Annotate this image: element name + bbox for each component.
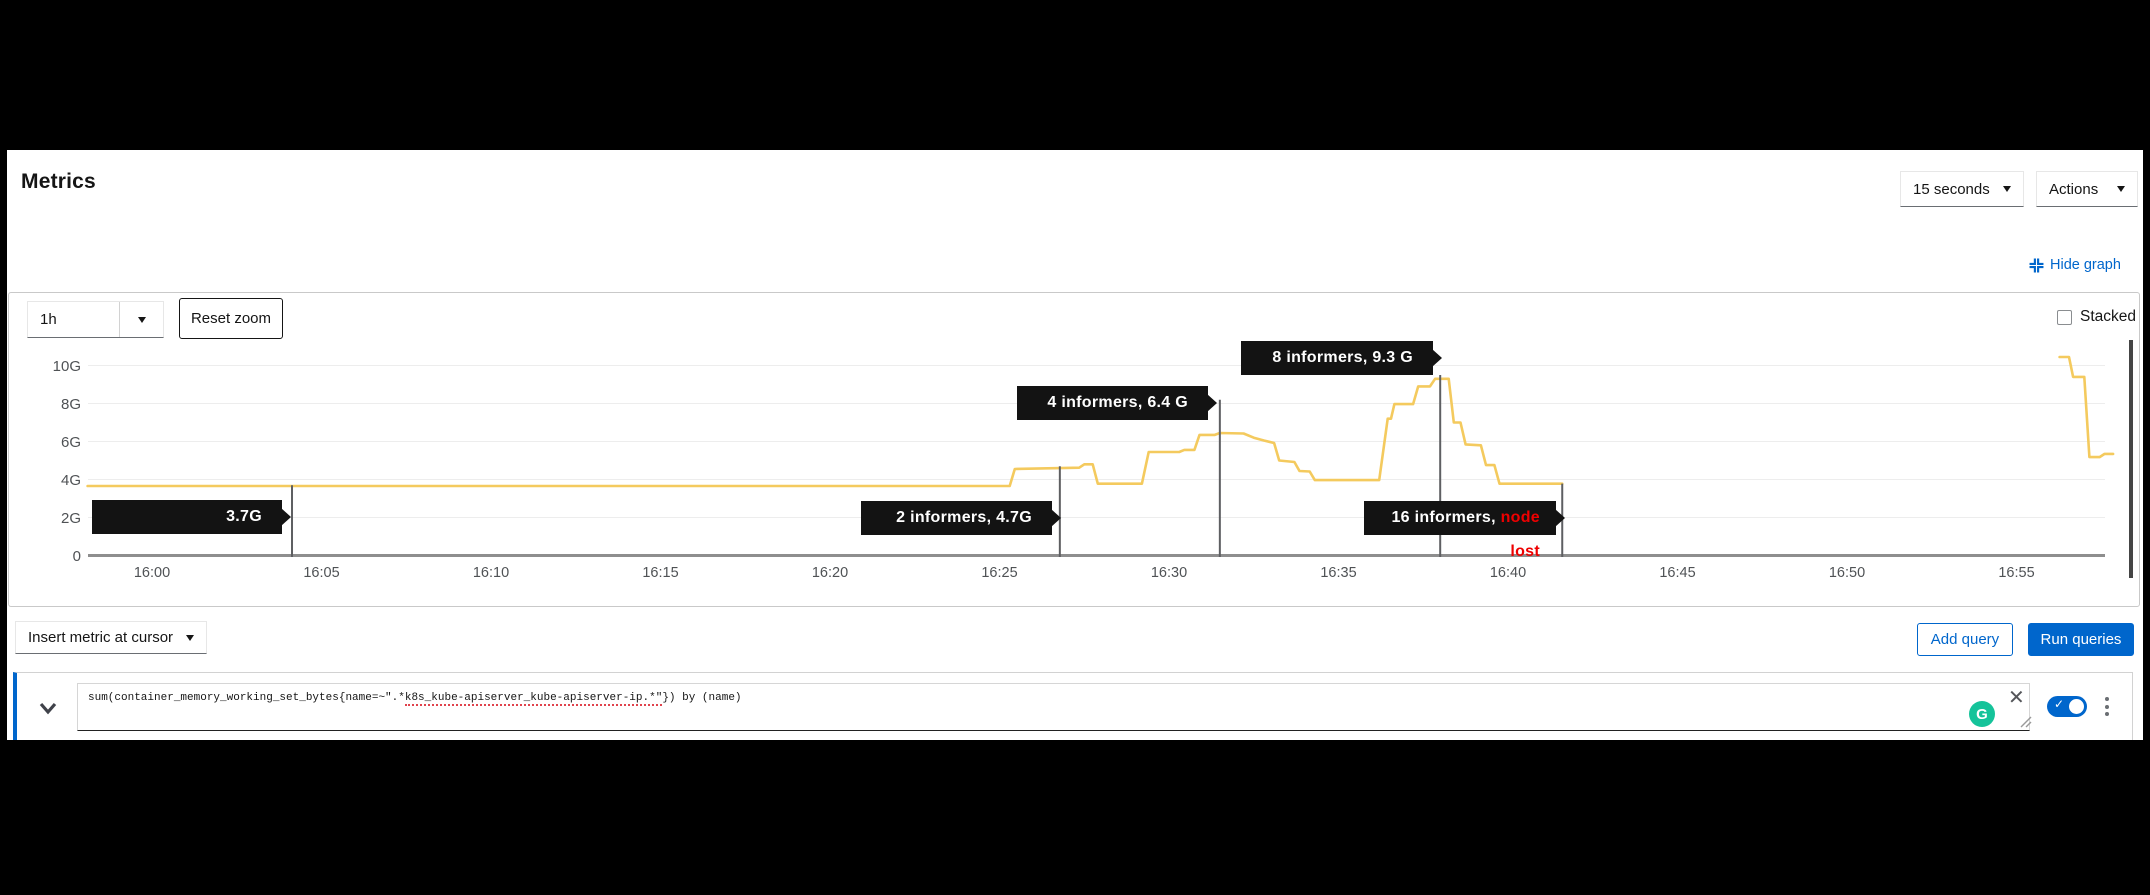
query-expression-input[interactable]: sum(container_memory_working_set_bytes{n… bbox=[77, 683, 2030, 731]
actions-label: Actions bbox=[2049, 180, 2099, 198]
svg-text:16:50: 16:50 bbox=[1829, 565, 1865, 581]
svg-text:6G: 6G bbox=[61, 434, 81, 451]
annotation-tooltip: 3.7G bbox=[92, 500, 291, 534]
insert-metric-label: Insert metric at cursor bbox=[28, 629, 174, 646]
caret-zone bbox=[119, 302, 163, 337]
expression-prefix: sum(container_memory_working_set_bytes{n… bbox=[88, 692, 405, 704]
resize-grip[interactable] bbox=[2020, 716, 2032, 728]
svg-text:16:35: 16:35 bbox=[1320, 565, 1356, 581]
svg-text:16:20: 16:20 bbox=[812, 565, 848, 581]
annotation-text: 2 informers, 4.7G bbox=[896, 509, 1032, 526]
svg-text:10G: 10G bbox=[53, 358, 81, 375]
compress-icon bbox=[2029, 258, 2044, 272]
stacked-label: Stacked bbox=[2080, 308, 2137, 325]
svg-text:16:45: 16:45 bbox=[1659, 565, 1695, 581]
check-icon: ✓ bbox=[2054, 697, 2065, 711]
annotation-tooltip: 8 informers, 9.3 G bbox=[1241, 341, 1442, 375]
svg-text:4G: 4G bbox=[61, 472, 81, 489]
series-line bbox=[86, 355, 2115, 488]
page-title: Metrics bbox=[21, 170, 96, 193]
grammarly-glyph: G bbox=[1976, 705, 1988, 723]
kebab-menu-icon[interactable] bbox=[2105, 697, 2109, 716]
caret-down-icon bbox=[186, 634, 194, 641]
annotation-text: 3.7G bbox=[226, 508, 262, 525]
duration-dropdown[interactable]: 1h bbox=[27, 301, 164, 338]
expression-flagged: k8s_kube-apiserver_kube-apiserver-ip.*" bbox=[404, 692, 663, 706]
caret-down-icon bbox=[2003, 186, 2011, 192]
grammarly-icon[interactable]: G bbox=[1969, 701, 1995, 727]
svg-text:16:05: 16:05 bbox=[303, 565, 339, 581]
actions-dropdown[interactable]: Actions bbox=[2036, 171, 2138, 207]
annotation-text: 8 informers, 9.3 G bbox=[1272, 349, 1413, 366]
annotation-alert-text: node lost bbox=[1500, 509, 1540, 560]
annotation-tooltip: 16 informers, node lost bbox=[1364, 501, 1565, 560]
stacked-control: Stacked bbox=[2057, 308, 2136, 326]
svg-text:0: 0 bbox=[73, 548, 81, 565]
svg-text:16:40: 16:40 bbox=[1490, 565, 1526, 581]
annotation-text: 4 informers, 6.4 G bbox=[1047, 394, 1188, 411]
svg-text:2G: 2G bbox=[61, 510, 81, 527]
expression-suffix: }) by (name) bbox=[662, 692, 742, 704]
hide-graph-label: Hide graph bbox=[2050, 257, 2121, 273]
run-queries-button[interactable]: Run queries bbox=[2028, 623, 2134, 656]
tooltip-arrow-icon bbox=[281, 508, 291, 526]
svg-text:16:00: 16:00 bbox=[134, 565, 170, 581]
caret-down-icon bbox=[137, 316, 146, 323]
svg-text:16:15: 16:15 bbox=[642, 565, 678, 581]
tooltip-arrow-icon bbox=[1207, 394, 1217, 412]
tooltip-arrow-icon bbox=[1432, 349, 1442, 367]
svg-text:16:25: 16:25 bbox=[981, 565, 1017, 581]
chevron-down-icon[interactable] bbox=[38, 698, 58, 718]
insert-metric-dropdown[interactable]: Insert metric at cursor bbox=[15, 621, 207, 654]
svg-text:8G: 8G bbox=[61, 396, 81, 413]
hide-graph-link[interactable]: Hide graph bbox=[2029, 257, 2121, 273]
tooltip-arrow-icon bbox=[1051, 509, 1061, 527]
annotation-text: 16 informers, bbox=[1391, 509, 1501, 526]
reset-zoom-button[interactable]: Reset zoom bbox=[179, 298, 283, 339]
x-axis-labels: 16:00 16:05 16:10 16:15 16:20 16:25 16:30 16:35… bbox=[134, 565, 2035, 581]
stacked-checkbox[interactable] bbox=[2057, 309, 2072, 325]
scrollbar-thumb[interactable] bbox=[2129, 340, 2133, 578]
svg-text:16:30: 16:30 bbox=[1151, 565, 1187, 581]
duration-value: 1h bbox=[40, 311, 57, 328]
toggle-knob bbox=[2069, 699, 2084, 714]
poll-interval-dropdown[interactable]: 15 seconds bbox=[1900, 171, 2024, 207]
query-enabled-toggle[interactable]: ✓ bbox=[2047, 696, 2087, 717]
poll-interval-value: 15 seconds bbox=[1913, 180, 1990, 198]
close-icon[interactable]: ✕ bbox=[2008, 687, 2025, 709]
annotation-tooltip: 2 informers, 4.7G bbox=[861, 501, 1061, 535]
add-query-button[interactable]: Add query bbox=[1917, 623, 2013, 656]
tooltip-arrow-icon bbox=[1555, 509, 1565, 527]
annotation-tooltip: 4 informers, 6.4 G bbox=[1017, 386, 1217, 420]
metrics-page: Metrics 15 seconds Actions Hide graph 1h… bbox=[7, 150, 2143, 740]
svg-text:16:10: 16:10 bbox=[473, 565, 509, 581]
caret-down-icon bbox=[2117, 186, 2125, 192]
svg-text:16:55: 16:55 bbox=[1998, 565, 2034, 581]
